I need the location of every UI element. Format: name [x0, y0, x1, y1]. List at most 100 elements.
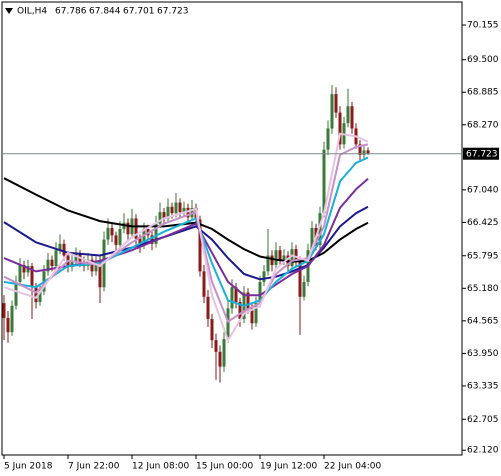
y-tick-label: 62.705 [467, 415, 499, 425]
candle-body [110, 227, 114, 236]
candle-body [202, 271, 206, 297]
candle-body [134, 218, 138, 239]
candle-body [310, 227, 314, 251]
x-tick-label: 22 Jun 04:00 [324, 462, 381, 472]
candle-body [346, 106, 350, 124]
candle-body [302, 281, 306, 297]
candle-body [34, 287, 38, 303]
header-high: 67.844 [89, 7, 121, 17]
y-tick-label: 63.950 [467, 349, 499, 359]
moving-average [3, 177, 369, 263]
header-open: 67.786 [55, 7, 87, 17]
candle-body [298, 260, 302, 297]
price-label: 67.723 [466, 150, 498, 160]
candle-body [198, 219, 202, 272]
candle-body [350, 106, 354, 129]
candle-body [154, 223, 158, 244]
candle-body [282, 255, 286, 261]
candle-body [254, 303, 258, 324]
candle-body [26, 266, 30, 273]
moving-average [3, 132, 369, 343]
candle-body [2, 303, 6, 318]
plot-frame [1, 1, 463, 456]
y-tick-label: 70.155 [467, 21, 499, 31]
candle-body [90, 259, 94, 272]
y-tick-label: 65.180 [467, 284, 499, 294]
candle-body [138, 238, 142, 245]
candle-body [6, 317, 10, 333]
moving-average [3, 178, 369, 297]
moving-average [3, 205, 369, 281]
candle-body [250, 308, 254, 324]
candle-body [158, 212, 162, 224]
candle-body [294, 249, 298, 261]
candle-body [50, 259, 54, 267]
candle-body [182, 207, 186, 213]
candle-body [238, 302, 242, 319]
candle-body [318, 213, 322, 245]
candle-body [334, 94, 338, 113]
header-low: 67.701 [123, 7, 155, 17]
candle-body [206, 296, 210, 319]
candle-body [278, 250, 282, 261]
candle-body [22, 265, 26, 273]
y-tick-label: 68.885 [467, 88, 499, 98]
candle-body [106, 227, 110, 240]
y-tick-label: 65.795 [467, 251, 499, 261]
candle-body [62, 243, 66, 256]
x-tick-label: 7 Jun 22:00 [68, 462, 120, 472]
y-tick-label: 62.120 [467, 446, 499, 456]
candle-body [30, 266, 34, 288]
candle-body [38, 291, 42, 303]
y-tick-label: 66.425 [467, 218, 499, 228]
y-tick-label: 68.270 [467, 120, 499, 130]
y-tick-label: 63.335 [467, 381, 499, 391]
candle-body [246, 292, 250, 309]
candle-body [174, 202, 178, 214]
candle-body [290, 249, 294, 267]
candle-body [210, 318, 214, 341]
candle-body [226, 308, 230, 340]
price-label-box [463, 147, 499, 160]
x-tick-label: 19 Jun 12:00 [260, 462, 317, 472]
x-tick-label: 5 Jun 2018 [4, 462, 53, 472]
candle-body [170, 206, 174, 214]
y-tick-label: 64.565 [467, 316, 499, 326]
candle-body [218, 351, 222, 367]
candle-body [46, 259, 50, 272]
candle-body [214, 340, 218, 352]
candle-body [366, 150, 370, 154]
symbol-icon [5, 8, 13, 14]
y-tick-label: 69.500 [467, 55, 499, 65]
candle-body [258, 281, 262, 304]
candle-body [222, 339, 226, 367]
candle-body [178, 202, 182, 213]
candle-body [94, 260, 98, 272]
candle-body [114, 235, 118, 245]
candle-body [322, 149, 326, 214]
candle-body [166, 206, 170, 219]
candle-body [274, 250, 278, 266]
x-tick-label: 15 Jun 00:00 [196, 462, 253, 472]
candle-body [186, 207, 190, 218]
candle-body [162, 212, 166, 219]
candle-body [74, 254, 78, 261]
candle-body [266, 255, 270, 272]
candle-body [262, 271, 266, 282]
candle-body [126, 222, 130, 235]
candle-body [358, 144, 362, 155]
header-close: 67.723 [157, 7, 189, 17]
candle-body [230, 287, 234, 309]
candle-body [142, 229, 146, 245]
candle-body [18, 265, 22, 282]
candle-body [98, 260, 102, 288]
candle-body [326, 128, 330, 150]
candle-body [54, 250, 58, 267]
x-tick-label: 12 Jun 08:00 [132, 462, 189, 472]
candle-body [10, 305, 14, 333]
candle-body [270, 255, 274, 266]
candle-body [14, 281, 18, 306]
chart-title: OIL,H4 [17, 7, 47, 17]
candle-body [330, 94, 334, 129]
